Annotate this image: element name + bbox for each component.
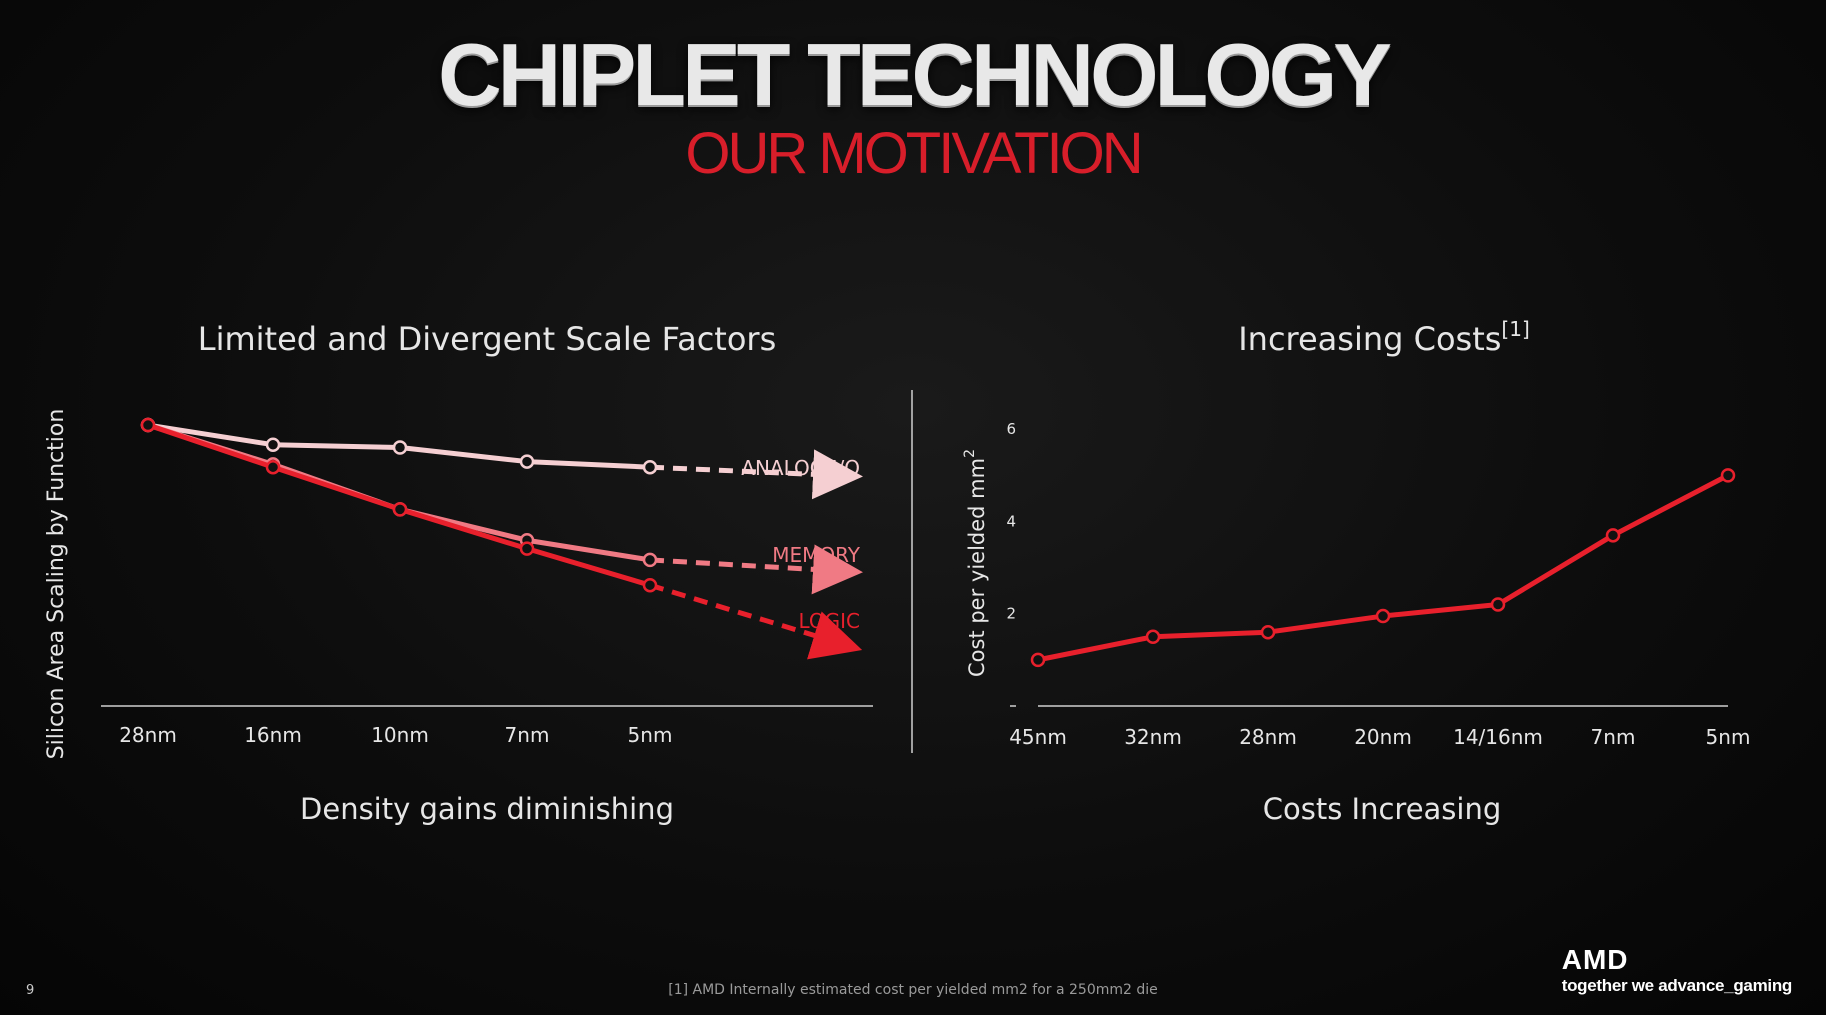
data-point — [519, 541, 535, 556]
data-point — [265, 437, 281, 452]
brand-tagline: together we advance_gaming — [1561, 976, 1793, 995]
series-projection-analogio — [649, 449, 863, 500]
left-chart-ylabel: Silicon Area Scaling by Function — [44, 409, 69, 760]
data-point — [1375, 608, 1391, 624]
series-label: MEMORY — [772, 543, 861, 567]
right-x-tick-label: 20nm — [1354, 725, 1412, 749]
data-point — [140, 417, 156, 433]
left-chart-caption: Density gains diminishing — [300, 792, 674, 826]
y-tick-label: 2 — [1006, 605, 1016, 623]
cost-series-line — [1037, 473, 1730, 663]
footnote: [1] AMD Internally estimated cost per yi… — [668, 982, 1158, 998]
left-x-tick-label: 16nm — [244, 723, 302, 747]
right-chart-ylabel-text: Cost per yielded mm — [965, 458, 989, 677]
right-x-tick-label: 28nm — [1239, 725, 1297, 749]
series-projection-memory — [649, 544, 863, 595]
left-x-tick-label: 10nm — [371, 723, 429, 747]
data-point — [642, 552, 658, 568]
right-chart-title-text: Increasing Costs — [1238, 320, 1501, 358]
left-chart-title: Limited and Divergent Scale Factors — [198, 320, 777, 358]
data-point — [1720, 468, 1736, 483]
right-chart-caption: Costs Increasing — [1263, 792, 1502, 826]
brand-block: AMD together we advance_gaming — [1561, 944, 1793, 996]
data-point — [265, 459, 281, 475]
amd-logo: AMD — [1561, 944, 1629, 975]
right-x-tick-label: 5nm — [1706, 725, 1751, 749]
right-x-tick-label: 14/16nm — [1453, 725, 1543, 749]
data-point — [1145, 629, 1161, 645]
right-x-tick-label: 32nm — [1124, 725, 1182, 749]
slide-title: CHIPLET TECHNOLOGY — [438, 25, 1392, 124]
left-x-tick-label: 28nm — [119, 723, 177, 747]
left-x-tick-label: 5nm — [628, 723, 673, 747]
slide-subtitle: OUR MOTIVATION — [685, 121, 1143, 186]
data-point — [392, 502, 408, 517]
series-label: LOGIC — [798, 609, 860, 633]
series-label: ANALOG I/O — [741, 456, 860, 480]
left-x-tick-label: 7nm — [505, 723, 550, 747]
data-point — [642, 459, 658, 475]
right-chart-ylabel: Cost per yielded mm2 — [962, 449, 989, 677]
data-point — [392, 440, 408, 455]
right-chart-title: Increasing Costs[1] — [1238, 317, 1530, 358]
data-point — [642, 577, 658, 593]
right-chart-title-sup: [1] — [1501, 317, 1529, 341]
series-projection-logic — [649, 582, 863, 660]
y-tick-label: 4 — [1006, 512, 1016, 530]
page-number: 9 — [26, 983, 35, 998]
right-x-tick-label: 45nm — [1009, 725, 1067, 749]
y-tick-label: 6 — [1006, 420, 1016, 438]
data-point — [519, 454, 535, 469]
data-point — [1030, 652, 1046, 668]
data-point — [1260, 624, 1276, 640]
data-point — [1605, 528, 1621, 543]
right-x-tick-label: 7nm — [1591, 725, 1636, 749]
data-point — [1490, 597, 1506, 612]
right-chart-ylabel-sup: 2 — [962, 449, 978, 458]
